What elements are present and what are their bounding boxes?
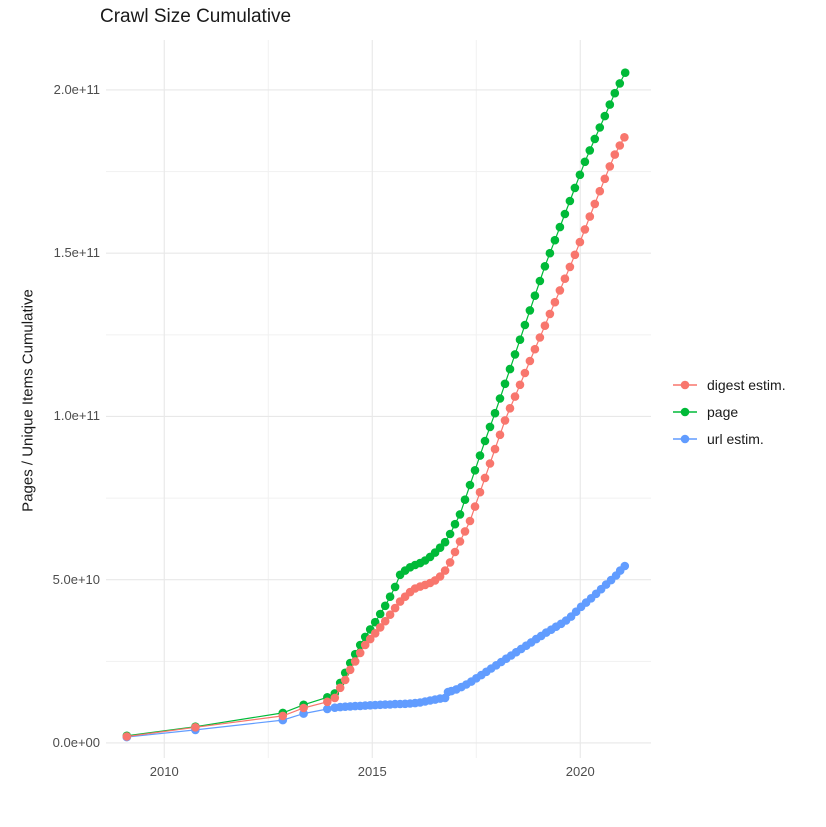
legend-item-page: page bbox=[672, 404, 786, 420]
gridlines-major bbox=[106, 40, 651, 758]
legend-item-digest-estim: digest estim. bbox=[672, 377, 786, 393]
chart-title: Crawl Size Cumulative bbox=[100, 6, 292, 27]
x-tick-label: 2015 bbox=[357, 764, 387, 779]
y-tick-label: 1.5e+11 bbox=[53, 245, 100, 261]
y-tick-label: 5.0e+10 bbox=[52, 571, 100, 587]
x-tick-label: 2010 bbox=[149, 764, 179, 779]
gridlines-minor bbox=[106, 40, 651, 758]
legend-label: url estim. bbox=[707, 431, 764, 447]
series-url-estim bbox=[122, 561, 630, 742]
legend-item-url-estim: url estim. bbox=[672, 431, 786, 447]
legend-key-icon bbox=[673, 434, 697, 444]
y-tick-label: 0.0e+00 bbox=[52, 734, 100, 750]
legend-key-icon bbox=[673, 380, 697, 390]
legend: digest estim. page url estim. bbox=[672, 377, 786, 447]
y-tick-label: 2.0e+11 bbox=[53, 81, 100, 97]
series-page bbox=[122, 68, 630, 741]
x-tick-label: 2020 bbox=[565, 764, 595, 779]
legend-label: digest estim. bbox=[707, 377, 786, 393]
series-digest-estim bbox=[122, 133, 629, 741]
legend-key-icon bbox=[673, 407, 697, 417]
y-tick-label: 1.0e+11 bbox=[53, 408, 100, 424]
y-axis-title: Pages / Unique Items Cumulative bbox=[19, 289, 37, 512]
legend-label: page bbox=[707, 404, 739, 420]
